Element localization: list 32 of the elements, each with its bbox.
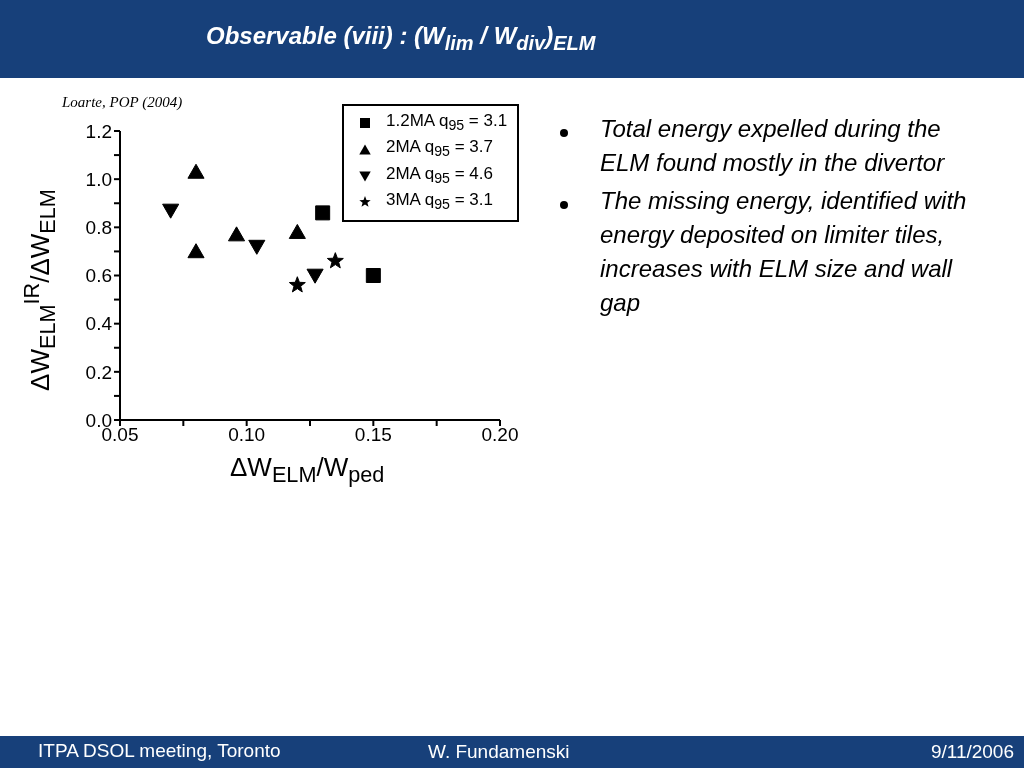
legend-label: 2MA q$_{95}$ = 3.7: [386, 136, 493, 162]
x-tick-label: 0.20: [481, 424, 519, 446]
text: ITPA DSOL meeting, Toronto: [38, 740, 281, 761]
point: [365, 268, 381, 283]
legend-label: 3MA q$_{95}$ = 3.1: [386, 189, 493, 215]
point: [248, 239, 266, 255]
text: W. Fundamenski: [428, 741, 570, 762]
x-axis-title: ΔW$_{ELM}$/W$_{ped}$: [230, 452, 385, 488]
y-tick-label: 0.8: [85, 217, 112, 239]
y-tick-label: 1.0: [85, 168, 112, 190]
y-tick-label: 0.2: [85, 361, 112, 383]
text: Total energy expelled during the ELM found mostly in the divertor: [600, 115, 945, 176]
point: [306, 268, 324, 284]
point: [227, 226, 246, 242]
text: 9/11/2006: [930, 741, 1014, 762]
point: [187, 163, 205, 179]
text: Loarte, POP (2004): [62, 94, 183, 110]
point: [315, 205, 331, 221]
point: [288, 223, 306, 239]
text: The missing energy, identified with energy deposited on limiter tiles, increases with ELM size and wall gap: [600, 187, 967, 316]
y-tick-label: 0.6: [85, 265, 112, 287]
point: [288, 276, 306, 293]
x-tick-label: 0.15: [354, 424, 392, 446]
point: [187, 243, 205, 259]
point: [162, 203, 180, 219]
legend-label: 2MA q$_{95}$ = 4.6: [386, 162, 493, 189]
x-tick-label: 0.10: [228, 424, 266, 446]
y-tick-label: 1.2: [85, 120, 112, 142]
legend-label: 1.2MA q$_{95}$ = 3.1: [386, 110, 508, 136]
y-tick-label: 0.4: [85, 313, 113, 335]
point: [326, 252, 344, 269]
chart-title: Observable (viii) : (W$_{lim}$ / W$_{div}$)$_{ELM}$: [206, 22, 596, 54]
